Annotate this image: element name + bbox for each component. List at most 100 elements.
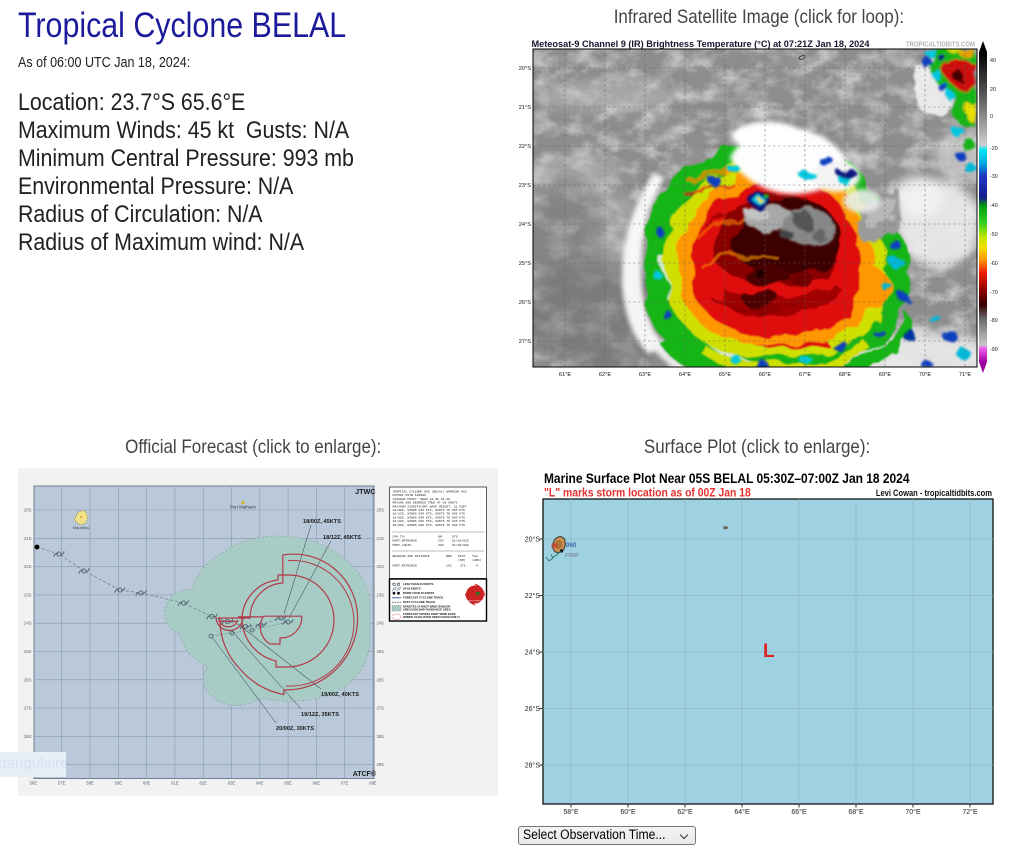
svg-text:WTXS01 PGTW 180900: WTXS01 PGTW 180900 (393, 493, 427, 497)
svg-text:Meteosat-9 Channel 9 (IR) Brig: Meteosat-9 Channel 9 (IR) Brightness Tem… (532, 39, 870, 49)
svg-text:28S: 28S (377, 734, 385, 739)
svg-text:67°E: 67°E (799, 372, 811, 378)
svg-text:-70: -70 (990, 290, 998, 296)
svg-text:-50: -50 (990, 232, 998, 238)
svg-text:Port Mathurin: Port Mathurin (230, 505, 256, 510)
svg-text:24°S: 24°S (525, 649, 541, 657)
svg-text:27S: 27S (24, 706, 32, 711)
svg-text:18/12Z, WINDS 045 KTS, GUSTS T: 18/12Z, WINDS 045 KTS, GUSTS TO 055 KTS (393, 512, 466, 516)
svg-text:20/00Z, 30KTS: 20/00Z, 30KTS (276, 726, 314, 732)
svg-text:23°S: 23°S (519, 183, 531, 189)
svg-text:-30: -30 (990, 174, 998, 180)
svg-text:22°S: 22°S (519, 144, 531, 150)
svg-text:(WINDS VALID OVER OPEN OCEAN O: (WINDS VALID OVER OPEN OCEAN ONLY) (403, 615, 460, 619)
svg-text:68E: 68E (369, 781, 377, 786)
svg-text:62E: 62E (199, 781, 207, 786)
svg-text:NM: NM (438, 535, 442, 539)
svg-text:40: 40 (990, 58, 996, 64)
svg-text:CPA TO:: CPA TO: (393, 535, 406, 539)
svg-text:BEARING AND DISTANCE: BEARING AND DISTANCE (393, 554, 430, 558)
svg-text:389: 389 (438, 543, 444, 547)
svg-text:21S: 21S (377, 536, 385, 541)
svg-text:23S: 23S (24, 592, 32, 597)
svg-text:56E: 56E (30, 781, 38, 786)
svg-text:68°E: 68°E (839, 372, 851, 378)
svg-text:FIMP: FIMP (565, 553, 579, 559)
svg-text:19/12Z, 35KTS: 19/12Z, 35KTS (301, 712, 339, 718)
svg-text:TAU: TAU (472, 554, 478, 558)
svg-text:22°S: 22°S (525, 592, 541, 600)
svg-text:PORT_LOUIS: PORT_LOUIS (393, 543, 412, 547)
svg-text:FORECAST CYCLONE TRACK: FORECAST CYCLONE TRACK (403, 596, 443, 600)
svg-text:(HRS): (HRS) (472, 558, 481, 562)
svg-text:18/00Z, WINDS 040 KTS, GUSTS T: 18/00Z, WINDS 040 KTS, GUSTS TO 050 KTS (393, 515, 466, 519)
svg-text:PORT_MATHURIN: PORT_MATHURIN (393, 564, 417, 568)
svg-text:180000Z POSIT: NEAR 24.0S 64.8: 180000Z POSIT: NEAR 24.0S 64.8E (393, 497, 451, 501)
svg-text:-40: -40 (990, 203, 998, 209)
svg-text:L: L (763, 641, 775, 662)
svg-text:18/12Z, 45KTS: 18/12Z, 45KTS (323, 535, 361, 541)
svg-text:162: 162 (446, 564, 452, 568)
svg-text:"L" marks storm location as of: "L" marks storm location as of 00Z Jan 1… (544, 487, 751, 500)
svg-text:253: 253 (438, 539, 444, 543)
svg-text:01/20/00Z: 01/20/00Z (452, 543, 469, 547)
svg-text:20S: 20S (24, 508, 32, 513)
svg-text:27S: 27S (377, 706, 385, 711)
svg-text:61E: 61E (171, 781, 179, 786)
svg-text:65°E: 65°E (719, 372, 731, 378)
svg-text:LESS THAN 34 KNOTS: LESS THAN 34 KNOTS (403, 582, 433, 586)
svg-text:69°E: 69°E (879, 372, 891, 378)
svg-text:63°E: 63°E (639, 372, 651, 378)
svg-text:20S: 20S (377, 508, 385, 513)
svg-text:19/00Z, 40KTS: 19/00Z, 40KTS (321, 692, 359, 698)
svg-text:23S: 23S (377, 592, 385, 597)
svg-text:TROPICAL CYCLONE 05S (BELAL) W: TROPICAL CYCLONE 05S (BELAL) WARNING #12 (393, 490, 467, 494)
svg-text:27°S: 27°S (519, 339, 531, 345)
svg-text:57E: 57E (58, 781, 66, 786)
svg-text:24S: 24S (377, 621, 385, 626)
svg-text:18/00Z, WINDS 045 KTS, GUSTS T: 18/00Z, WINDS 045 KTS, GUSTS TO 055 KTS (393, 508, 466, 512)
svg-text:25S: 25S (377, 649, 385, 654)
svg-text:DENOTES 34 KNOT WIND DANGER: DENOTES 34 KNOT WIND DANGER (403, 604, 450, 608)
svg-text:66°E: 66°E (791, 808, 807, 816)
svg-text:01/18/02Z: 01/18/02Z (452, 539, 469, 543)
svg-text:PORT_MATHURIN: PORT_MATHURIN (393, 539, 417, 543)
svg-text:25S: 25S (24, 649, 32, 654)
svg-text:TROPICALTIDBITS.COM: TROPICALTIDBITS.COM (906, 40, 975, 49)
svg-text:20°S: 20°S (519, 66, 531, 72)
svg-text:68°E: 68°E (848, 808, 864, 816)
svg-text:65E: 65E (284, 781, 292, 786)
svg-text:DTG: DTG (452, 535, 458, 539)
svg-text:60°E: 60°E (620, 808, 636, 816)
svg-text:-90: -90 (990, 347, 998, 353)
svg-text:MORE THAN 63 KNOTS: MORE THAN 63 KNOTS (403, 591, 435, 595)
svg-text:20: 20 (990, 87, 996, 93)
svg-text:20°S: 20°S (525, 536, 541, 544)
svg-text:60E: 60E (143, 781, 151, 786)
svg-text:DIST: DIST (458, 554, 466, 558)
svg-text:(NM): (NM) (458, 558, 466, 562)
svg-text:19/12Z, WINDS 035 KTS, GUSTS T: 19/12Z, WINDS 035 KTS, GUSTS TO 045 KTS (393, 519, 466, 523)
svg-text:0: 0 (990, 114, 993, 120)
svg-text:Mauritius: Mauritius (73, 525, 89, 530)
svg-text:060: 060 (566, 542, 577, 549)
svg-text:FORECAST 34/50/64 KNOT WIND RA: FORECAST 34/50/64 KNOT WIND RADII (403, 612, 456, 616)
svg-text:26°S: 26°S (525, 705, 541, 713)
svg-text:0: 0 (476, 564, 478, 568)
svg-text:Marine Surface Plot Near 05S B: Marine Surface Plot Near 05S BELAL 05:30… (544, 470, 910, 486)
svg-text:MOVING 090 DEGREES TRUE AT 06: MOVING 090 DEGREES TRUE AT 06 KNOTS (393, 501, 458, 505)
svg-text:67E: 67E (341, 781, 349, 786)
svg-text:20/00Z, WINDS 000 KTS, GUSTS T: 20/00Z, WINDS 000 KTS, GUSTS TO 040 KTS (393, 523, 466, 527)
svg-text:-60: -60 (990, 261, 998, 267)
svg-text:BDR: BDR (446, 554, 452, 558)
svg-text:24°S: 24°S (519, 222, 531, 228)
svg-text:34-63 KNOTS: 34-63 KNOTS (403, 587, 421, 591)
svg-text:Levi Cowan - tropicaltidbits.c: Levi Cowan - tropicaltidbits.com (876, 487, 992, 498)
svg-text:61°E: 61°E (559, 372, 571, 378)
svg-text:64°E: 64°E (679, 372, 691, 378)
svg-text:64E: 64E (256, 781, 264, 786)
svg-text:26°S: 26°S (519, 300, 531, 306)
svg-text:JTWC: JTWC (355, 487, 375, 496)
svg-text:21S: 21S (24, 536, 32, 541)
svg-text:-20: -20 (990, 146, 998, 152)
